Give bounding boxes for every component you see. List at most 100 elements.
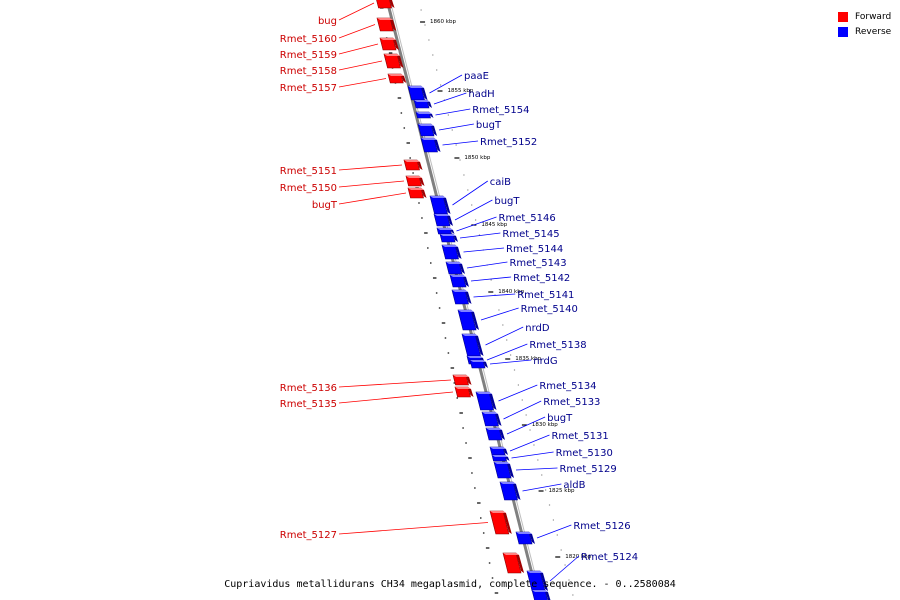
gene-top (532, 590, 548, 592)
gene-side (419, 176, 425, 186)
scale-tick-label: 1830 kbp (532, 422, 558, 428)
forward-leader-line (338, 164, 403, 171)
reverse-gene-block (439, 233, 459, 243)
reverse-gene-label: bugT (547, 413, 573, 424)
forward-leader-line (338, 2, 375, 21)
reverse-leader-line (433, 92, 467, 105)
gene-top (467, 356, 483, 358)
reverse-leader-line (486, 343, 528, 361)
scale-tick-label: 1850 kbp (464, 155, 490, 161)
gene-top (452, 290, 468, 292)
gene-top (437, 228, 453, 230)
gene-top (516, 532, 532, 534)
scale-tick-label: 1820 kbp (565, 554, 591, 560)
reverse-leader-line (509, 434, 550, 452)
reverse-gene-block (475, 391, 497, 411)
scale-tick-label: 1835 kbp (515, 356, 541, 362)
reverse-leader-line (511, 451, 554, 459)
gene-top (492, 455, 508, 457)
reverse-gene-block (441, 244, 462, 260)
legend-item-forward: Forward (838, 9, 891, 24)
reverse-gene-block (433, 213, 454, 227)
reverse-gene-label: Rmet_5142 (513, 273, 570, 284)
forward-leader-line (338, 522, 489, 535)
reverse-gene-label: paaE (464, 71, 489, 82)
reverse-gene-block (515, 531, 536, 545)
legend-label-forward: Forward (855, 11, 892, 22)
forward-gene-label: Rmet_5158 (280, 66, 337, 77)
gene-side (401, 74, 407, 83)
reverse-gene-block (491, 454, 510, 462)
gene-side (503, 511, 512, 534)
forward-gene-label: bug (318, 16, 337, 27)
forward-leader-line (338, 43, 379, 55)
gene-top (377, 18, 393, 20)
gene-top (494, 462, 510, 464)
reverse-gene-block (415, 111, 434, 119)
forward-gene-block (405, 175, 425, 187)
reverse-gene-block (485, 427, 506, 441)
scale-tick-label: 1855 kbp (447, 88, 473, 94)
reverse-leader-line (549, 555, 580, 582)
reverse-leader-line (466, 261, 508, 269)
forward-gene-label: Rmet_5160 (280, 34, 337, 45)
reverse-genes: paaE hadH Rmet_5154 bugT Rmet_5152 caiB bugT Rm… (407, 71, 638, 600)
forward-gene-block (383, 53, 404, 69)
gene-side (540, 571, 549, 591)
gene-side (417, 160, 423, 170)
reverse-leader-line (456, 216, 497, 232)
gene-top (408, 86, 424, 88)
reverse-gene-label: Rmet_5140 (521, 304, 578, 315)
map-caption: Cupriavidus metallidurans CH34 megaplasm… (224, 579, 676, 590)
gene-top (446, 262, 462, 264)
gene-side (393, 38, 400, 50)
gene-top (418, 124, 434, 126)
legend: Forward Reverse (838, 9, 891, 39)
gene-top (458, 310, 474, 312)
gene-top (380, 38, 396, 40)
reverse-leader-line (480, 307, 519, 321)
forward-gene-block (502, 552, 525, 574)
forward-leader-line (338, 379, 452, 388)
forward-gene-label: Rmet_5135 (280, 399, 337, 410)
reverse-leader-line (438, 123, 474, 131)
reverse-gene-block (461, 333, 484, 357)
gene-side (465, 290, 472, 304)
forward-leader-line (338, 24, 376, 39)
legend-item-reverse: Reverse (838, 24, 891, 39)
reverse-gene-block (531, 589, 551, 600)
gene-top (450, 275, 466, 277)
gene-side (489, 392, 497, 410)
reverse-leader-line (463, 247, 505, 253)
forward-leader-line (338, 391, 454, 404)
reverse-gene-label: Rmet_5152 (480, 137, 537, 148)
reverse-leader-line (485, 326, 524, 346)
reverse-gene-block (451, 289, 472, 305)
reverse-gene-block (481, 411, 502, 427)
reverse-gene-block (429, 195, 451, 215)
gene-face (376, 0, 392, 9)
gene-side (463, 275, 470, 287)
reverse-gene-block (420, 137, 441, 153)
gene-top (388, 74, 404, 76)
reverse-leader-line (435, 108, 471, 116)
gene-top (462, 334, 478, 336)
reverse-gene-block (493, 461, 515, 479)
forward-leader-line (338, 192, 407, 205)
reverse-gene-label: aldB (563, 480, 585, 491)
gene-side (443, 196, 451, 214)
reverse-gene-label: nrdG (533, 356, 557, 367)
reverse-leader-line (442, 140, 479, 146)
forward-gene-block (376, 17, 397, 32)
reverse-gene-label: bugT (494, 196, 520, 207)
forward-gene-label: Rmet_5127 (280, 530, 337, 541)
gene-top (482, 412, 498, 414)
reverse-gene-label: caiB (490, 177, 511, 188)
gene-top (476, 392, 492, 394)
reverse-gene-label: Rmet_5129 (559, 464, 616, 475)
forward-gene-block (403, 159, 423, 171)
gene-side (447, 214, 454, 226)
gene-top (406, 176, 422, 178)
reverse-leader-line (459, 232, 501, 239)
gene-top (500, 482, 516, 484)
